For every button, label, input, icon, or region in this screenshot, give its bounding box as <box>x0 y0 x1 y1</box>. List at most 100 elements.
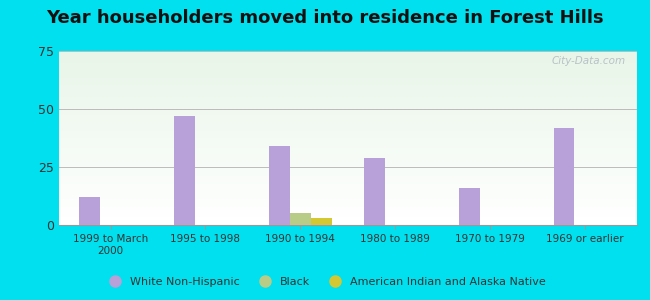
Bar <box>58 135 637 136</box>
Bar <box>58 175 637 176</box>
Bar <box>58 164 637 165</box>
Bar <box>58 82 637 83</box>
Bar <box>459 188 480 225</box>
Bar <box>58 123 637 124</box>
Bar <box>58 197 637 198</box>
Bar <box>58 189 637 190</box>
Bar <box>58 172 637 173</box>
Bar <box>58 94 637 95</box>
Bar <box>58 62 637 63</box>
Bar <box>58 95 637 96</box>
Bar <box>79 197 100 225</box>
Bar <box>58 212 637 213</box>
Bar <box>58 91 637 92</box>
Bar <box>58 72 637 73</box>
Bar <box>290 213 311 225</box>
Bar <box>58 108 637 109</box>
Bar <box>58 153 637 154</box>
Bar <box>58 92 637 93</box>
Bar <box>58 208 637 209</box>
Bar <box>58 187 637 188</box>
Bar <box>58 190 637 191</box>
Bar <box>58 198 637 199</box>
Bar <box>58 148 637 149</box>
Bar <box>58 90 637 91</box>
Bar <box>58 85 637 86</box>
Bar <box>58 76 637 77</box>
Bar <box>58 184 637 185</box>
Bar <box>58 79 637 80</box>
Bar <box>58 71 637 72</box>
Bar <box>58 126 637 127</box>
Bar <box>58 128 637 129</box>
Text: Year householders moved into residence in Forest Hills: Year householders moved into residence i… <box>46 9 604 27</box>
Bar <box>58 156 637 157</box>
Bar <box>58 78 637 79</box>
Bar <box>58 70 637 71</box>
Bar <box>58 134 637 135</box>
Bar <box>58 112 637 113</box>
Bar <box>58 83 637 84</box>
Bar <box>58 56 637 57</box>
Bar <box>58 129 637 130</box>
Bar <box>58 87 637 88</box>
Bar <box>58 100 637 101</box>
Bar <box>58 219 637 220</box>
Bar <box>58 84 637 85</box>
Bar <box>58 73 637 74</box>
Bar <box>58 154 637 155</box>
Legend: White Non-Hispanic, Black, American Indian and Alaska Native: White Non-Hispanic, Black, American Indi… <box>99 273 551 291</box>
Bar <box>58 93 637 94</box>
Bar <box>58 191 637 192</box>
Bar <box>58 80 637 81</box>
Bar <box>58 110 637 111</box>
Bar <box>58 132 637 133</box>
Bar <box>58 224 637 225</box>
Bar <box>58 102 637 103</box>
Bar <box>58 200 637 201</box>
Bar <box>58 111 637 112</box>
Bar <box>58 77 637 78</box>
Bar <box>58 81 637 82</box>
Bar <box>58 150 637 151</box>
Bar <box>58 220 637 221</box>
Bar <box>58 217 637 218</box>
Bar <box>58 146 637 147</box>
Bar <box>58 169 637 170</box>
Bar <box>58 206 637 207</box>
Bar <box>58 57 637 58</box>
Bar <box>58 158 637 159</box>
Bar <box>58 130 637 131</box>
Bar <box>58 96 637 97</box>
Bar <box>58 147 637 148</box>
Bar <box>58 196 637 197</box>
Bar <box>58 54 637 55</box>
Bar <box>58 51 637 52</box>
Bar <box>58 152 637 153</box>
Bar <box>58 52 637 53</box>
Bar <box>58 139 637 140</box>
Text: City-Data.com: City-Data.com <box>551 56 625 66</box>
Bar <box>58 210 637 211</box>
Bar <box>58 125 637 126</box>
Bar <box>58 143 637 144</box>
Bar <box>58 120 637 121</box>
Bar <box>58 103 637 104</box>
Bar <box>58 215 637 216</box>
Bar <box>58 131 637 132</box>
Bar <box>58 65 637 66</box>
Bar <box>58 142 637 143</box>
Bar <box>58 53 637 54</box>
Bar <box>58 178 637 179</box>
Bar <box>58 168 637 169</box>
Bar <box>58 205 637 206</box>
Bar <box>58 194 637 195</box>
Bar <box>58 144 637 145</box>
Bar <box>58 60 637 61</box>
Bar <box>58 163 637 164</box>
Bar <box>58 116 637 117</box>
Bar <box>58 101 637 102</box>
Bar <box>58 161 637 162</box>
Bar <box>58 119 637 120</box>
Bar <box>58 204 637 205</box>
